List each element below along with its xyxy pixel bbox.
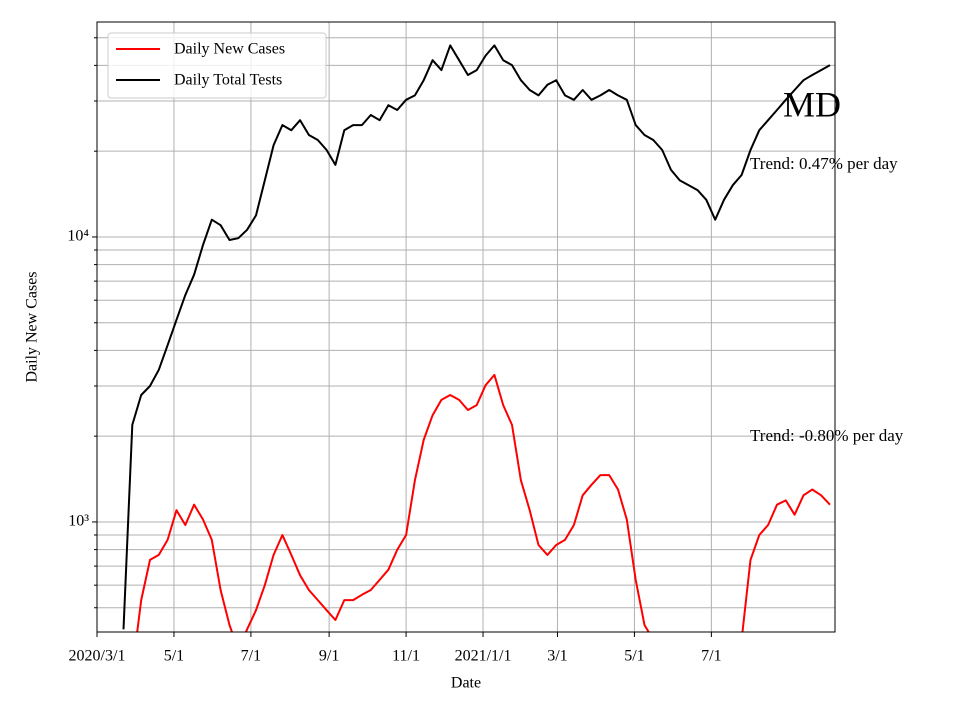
y-axis-label: Daily New Cases xyxy=(24,271,41,382)
series-line xyxy=(122,44,831,630)
x-tick-label: 2020/3/1 xyxy=(69,648,126,665)
x-tick-label: 7/1 xyxy=(241,648,261,665)
trend-tests: Trend: 0.47% per day xyxy=(750,154,898,173)
x-tick-label: 2021/1/1 xyxy=(455,648,512,665)
ticks: 2020/3/1 5/1 7/1 9/1 11/1 2021/1/1 3/1 5/1 7/1 10… xyxy=(67,37,722,665)
legend-label: Daily New Cases xyxy=(174,41,285,58)
axes-frame xyxy=(96,21,836,633)
x-tick-label: 9/1 xyxy=(319,648,339,665)
trend-cases: Trend: -0.80% per day xyxy=(750,426,904,445)
x-axis-label: Date xyxy=(451,675,481,692)
x-tick-label: 3/1 xyxy=(547,648,567,665)
y-tick-label: 10⁴ xyxy=(67,228,89,245)
plot-area xyxy=(122,44,831,632)
legend: Daily New Cases Daily Total Tests xyxy=(107,32,327,99)
y-tick-label: 10³ xyxy=(68,513,89,530)
legend-label: Daily Total Tests xyxy=(174,72,282,89)
x-tick-label: 5/1 xyxy=(164,648,184,665)
grid xyxy=(96,22,835,632)
series-line xyxy=(136,373,831,632)
x-tick-label: 5/1 xyxy=(624,648,644,665)
x-tick-label: 11/1 xyxy=(392,648,420,665)
legend-box xyxy=(107,32,327,99)
state-label: MD xyxy=(783,84,841,124)
x-tick-label: 7/1 xyxy=(701,648,721,665)
